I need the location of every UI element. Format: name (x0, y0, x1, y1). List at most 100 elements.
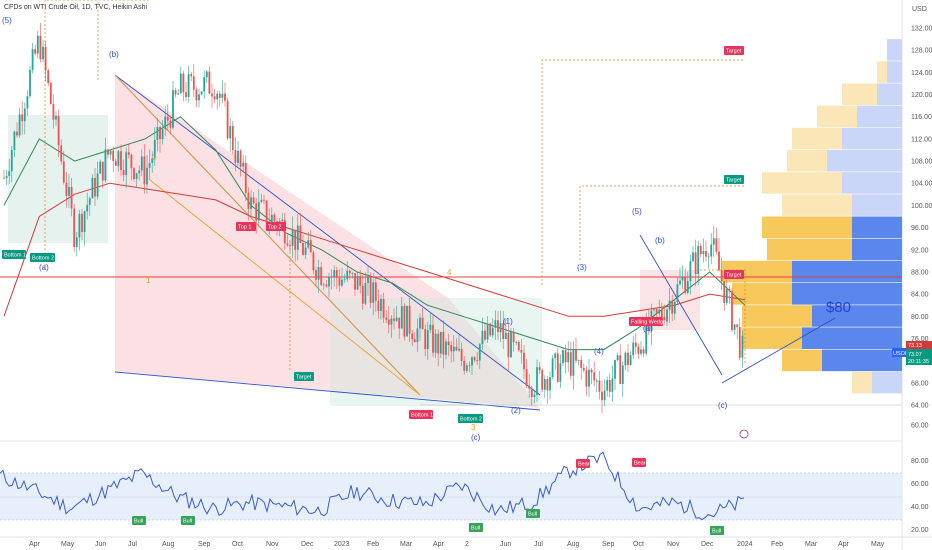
candle-body (426, 330, 429, 350)
candle-body (70, 186, 73, 209)
tag-text-bull: Bull (712, 529, 721, 535)
candle-body (458, 348, 460, 351)
candle-body (3, 177, 5, 179)
candle-body (629, 355, 632, 366)
candle-body (208, 71, 211, 94)
candle-body (101, 161, 104, 181)
candle-body (702, 251, 705, 255)
price-tick-label: 124.00 (911, 70, 932, 77)
candle-body (75, 237, 78, 247)
rsi-tick-label: 40.00 (911, 504, 929, 511)
rsi-axis: 80.00 60.00 40.00 20.00 (911, 458, 929, 534)
candle-body (741, 335, 744, 358)
volume-bar-up (792, 260, 902, 283)
candle-body (728, 288, 731, 292)
volume-bar-down (842, 83, 877, 106)
wave-label: 1 (146, 276, 151, 285)
candle-body (374, 282, 377, 301)
tag-bull (181, 516, 195, 525)
candle-body (489, 323, 492, 336)
tag-bottom (409, 410, 433, 419)
candle-body (299, 225, 302, 243)
candle-body (172, 90, 174, 128)
candle-body (91, 177, 94, 199)
candle-body (244, 163, 247, 193)
candle-body (429, 324, 432, 331)
wave-label: 4 (447, 268, 452, 277)
candle-body (221, 93, 224, 98)
rsi-tick-label: 20.00 (911, 527, 929, 534)
candle-body (564, 350, 567, 363)
candle-body (580, 360, 583, 368)
volume-bar-down (782, 194, 852, 216)
candle-body (107, 149, 109, 155)
candle-body (419, 317, 421, 329)
candle-body (60, 145, 63, 162)
candle-body (200, 91, 203, 95)
candle-body (645, 318, 648, 354)
candle-body (681, 277, 684, 281)
candle-body (406, 305, 408, 337)
candle-body (637, 346, 640, 354)
moving-average-200 (3, 182, 746, 317)
volume-bar-down (762, 172, 842, 194)
tag-text-bottom: Bottom 1 (4, 253, 26, 259)
candle-body (263, 199, 265, 201)
candle-body (502, 323, 505, 339)
candle-body (447, 341, 450, 345)
candle-body (606, 380, 609, 391)
volume-bar-up (887, 61, 902, 83)
candle-body (109, 150, 112, 155)
price-tick-label: 84.00 (911, 292, 929, 299)
target-guides (44, 0, 746, 372)
wave-label: (b) (655, 236, 665, 245)
event-icon[interactable] (739, 429, 749, 439)
candle-body (296, 225, 299, 250)
candle-body (400, 306, 403, 329)
volume-bar-up (852, 238, 902, 261)
candle-body (187, 74, 190, 97)
ticker-symbol: USOIL (893, 351, 910, 357)
candle-body (452, 346, 455, 352)
candle-body (359, 276, 362, 286)
price-tick-label: 108.00 (911, 159, 932, 166)
candle-body (29, 69, 31, 97)
candle-body (52, 104, 55, 120)
candle-body (174, 90, 177, 95)
candle-body (10, 150, 13, 172)
candle-body (411, 333, 414, 340)
candle-body (668, 300, 671, 310)
time-tick-label: Apr (29, 541, 41, 548)
candle-body (114, 161, 117, 166)
tag-text-bull: Bull (528, 512, 537, 518)
candle-body (473, 357, 476, 361)
volume-bar-down (732, 283, 792, 305)
volume-bar-up (827, 149, 902, 172)
candle-body (198, 94, 200, 101)
candle-body (387, 319, 390, 325)
candle-body (460, 348, 463, 361)
candle-body (551, 358, 554, 378)
candle-body (588, 369, 590, 387)
time-tick-label: Nov (667, 541, 680, 548)
candle-body (424, 329, 427, 350)
candle-body (343, 279, 346, 281)
candle-body (325, 284, 328, 287)
candle-body (341, 279, 343, 286)
candle-body (322, 284, 325, 286)
volume-bar-down (787, 149, 827, 172)
candle-body (463, 360, 466, 371)
tag-target (294, 372, 314, 381)
candle-body (104, 149, 107, 181)
candle-body (237, 150, 239, 163)
candle-body (434, 333, 437, 353)
candle-body (377, 300, 380, 311)
candle-body (216, 93, 219, 100)
candle-body (421, 317, 424, 330)
candle-body (127, 152, 130, 155)
candle-body (338, 277, 341, 286)
candle-body (585, 370, 588, 387)
candle-body (239, 150, 242, 167)
candle-body (273, 214, 276, 222)
candle-body (195, 89, 198, 101)
